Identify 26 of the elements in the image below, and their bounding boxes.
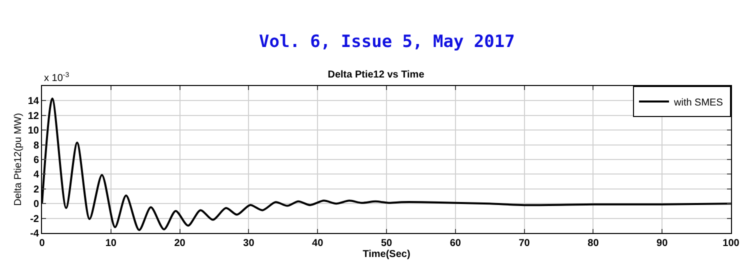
x-axis-title: Time(Sec) <box>362 249 410 260</box>
x-tick-label: 10 <box>105 238 117 249</box>
chart-title: Delta Ptie12 vs Time <box>328 70 425 81</box>
x-tick-label: 90 <box>656 238 668 249</box>
legend-label: with SMES <box>673 97 724 108</box>
x-tick-label: 100 <box>722 238 740 249</box>
y-tick-label: 10 <box>28 126 40 137</box>
y-tick-label: 0 <box>33 199 40 210</box>
y-tick-label: -4 <box>30 228 40 240</box>
x-tick-label: 60 <box>450 238 462 249</box>
x-tick-label: 40 <box>312 238 324 249</box>
y-tick-label: 8 <box>33 140 40 152</box>
y-tick-label: 12 <box>28 110 40 122</box>
y-tick-label: 2 <box>33 184 40 196</box>
text: Vol. 6, Issue 5, May 2017 <box>259 32 515 52</box>
x-tick-label: 50 <box>380 238 392 249</box>
y-tick-label: 4 <box>33 170 40 181</box>
x-tick-label: 20 <box>174 238 186 249</box>
x-tick-label: 70 <box>518 238 530 249</box>
y-axis-title: Delta Ptie12(pu MW) <box>12 113 24 206</box>
y-tick-label: 6 <box>33 155 40 166</box>
text: x 10$^{-3}$ <box>44 72 70 84</box>
x-tick-label: 80 <box>588 238 600 249</box>
x-tick-label: 30 <box>243 238 255 249</box>
y-tick-label: 14 <box>28 96 40 108</box>
y-tick-label: -2 <box>30 214 40 225</box>
